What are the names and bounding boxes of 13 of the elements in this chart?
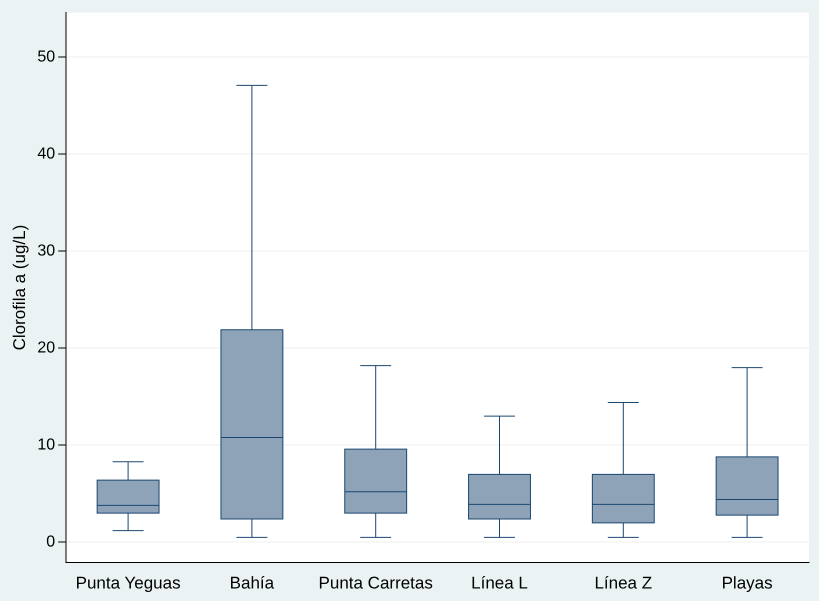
y-tick-label: 40 [37,146,56,163]
y-tick-label: 0 [46,534,56,551]
y-tick-label: 30 [37,242,56,260]
y-tick-label: 50 [37,48,56,66]
x-tick-label: Bahía [230,573,275,592]
y-tick-label: 20 [37,340,56,357]
y-tick-label: 10 [37,436,56,454]
y-axis-title: Clorofila a (ug/L) [10,224,29,350]
x-tick-label: Punta Carretas [318,573,433,592]
x-tick-label: Punta Yeguas [76,573,181,592]
x-tick-label: Línea L [471,573,528,592]
x-tick-label: Línea Z [594,573,652,592]
x-tick-label: Playas [722,573,773,592]
